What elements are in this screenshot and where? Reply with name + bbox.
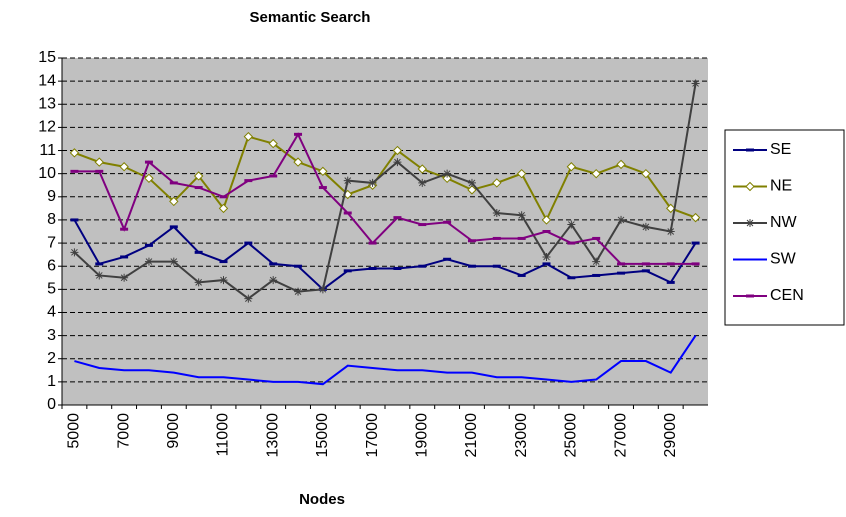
- x-axis-title: Nodes: [299, 491, 345, 508]
- marker: [169, 257, 178, 266]
- y-tick-label: 10: [38, 165, 56, 182]
- marker: [294, 287, 303, 296]
- marker: [492, 178, 502, 188]
- marker: [746, 219, 754, 227]
- marker: [194, 278, 203, 287]
- marker: [691, 79, 700, 88]
- x-tick-label: 21000: [463, 413, 480, 458]
- marker: [144, 173, 154, 184]
- y-tick-label: 8: [47, 211, 56, 228]
- legend-label: SW: [770, 251, 797, 268]
- marker: [393, 158, 402, 167]
- marker: [592, 257, 601, 266]
- marker: [666, 203, 676, 214]
- y-tick-label: 11: [39, 142, 56, 159]
- marker: [745, 181, 755, 192]
- marker: [95, 271, 104, 280]
- marker: [293, 157, 303, 167]
- x-tick-label: 27000: [612, 413, 629, 458]
- y-tick-label: 14: [38, 72, 56, 89]
- marker: [641, 222, 650, 231]
- legend-label: SE: [770, 141, 791, 158]
- marker: [368, 178, 377, 187]
- marker: [517, 211, 526, 220]
- marker: [417, 164, 427, 174]
- marker: [243, 131, 254, 142]
- marker: [492, 208, 501, 217]
- marker: [268, 138, 278, 149]
- x-tick-label: 29000: [662, 413, 679, 458]
- marker: [120, 273, 129, 282]
- y-tick-label: 1: [47, 373, 56, 390]
- marker: [467, 178, 476, 187]
- marker: [641, 168, 651, 179]
- y-tick-label: 15: [38, 49, 56, 66]
- y-tick-label: 9: [47, 188, 56, 205]
- x-tick-label: 13000: [264, 413, 281, 458]
- marker: [218, 203, 229, 214]
- marker: [591, 168, 601, 179]
- marker: [516, 168, 527, 179]
- marker: [690, 212, 701, 223]
- legend-label: NE: [770, 178, 792, 195]
- series-line: [73, 219, 697, 291]
- y-tick-label: 7: [47, 234, 56, 251]
- x-tick-label: 15000: [314, 413, 331, 458]
- marker: [269, 276, 278, 285]
- x-tick-label: 17000: [364, 413, 381, 458]
- x-tick-label: 5000: [66, 413, 83, 449]
- marker: [318, 166, 328, 177]
- marker: [144, 257, 153, 266]
- marker: [169, 196, 179, 207]
- legend-box: [724, 129, 845, 326]
- marker: [94, 157, 104, 167]
- legend-label: NW: [770, 214, 798, 231]
- marker: [70, 248, 79, 257]
- x-tick-label: 11000: [215, 413, 232, 456]
- x-tick-label: 9000: [165, 413, 182, 449]
- marker: [467, 185, 477, 195]
- legend-label: CEN: [770, 287, 804, 304]
- y-tick-label: 2: [47, 350, 56, 367]
- marker: [418, 178, 427, 187]
- marker: [542, 252, 551, 261]
- marker: [69, 148, 80, 158]
- marker: [193, 171, 204, 181]
- marker: [392, 145, 403, 156]
- y-tick-label: 5: [47, 281, 56, 298]
- marker: [219, 276, 228, 285]
- chart-title: Semantic Search: [250, 9, 371, 26]
- x-tick-label: 25000: [563, 413, 580, 458]
- y-tick-label: 4: [47, 304, 56, 321]
- series-line: [74, 135, 696, 223]
- marker: [119, 162, 129, 172]
- marker: [541, 215, 552, 225]
- marker: [244, 294, 253, 303]
- series-line: [74, 335, 697, 386]
- marker: [666, 227, 675, 236]
- y-tick-label: 3: [47, 327, 56, 344]
- y-tick-label: 12: [38, 119, 56, 136]
- marker: [443, 169, 452, 178]
- marker: [567, 220, 576, 229]
- marker: [343, 176, 352, 185]
- series-line: [73, 83, 697, 300]
- y-tick-label: 13: [38, 95, 56, 112]
- y-tick-label: 0: [47, 396, 56, 413]
- marker: [566, 162, 577, 172]
- x-tick-label: 19000: [413, 413, 430, 458]
- series-line: [74, 132, 696, 265]
- marker: [318, 285, 327, 294]
- y-tick-label: 6: [47, 257, 56, 274]
- x-tick-label: 23000: [513, 413, 530, 458]
- x-tick-label: 7000: [115, 413, 132, 449]
- marker: [616, 159, 626, 170]
- marker: [617, 215, 626, 224]
